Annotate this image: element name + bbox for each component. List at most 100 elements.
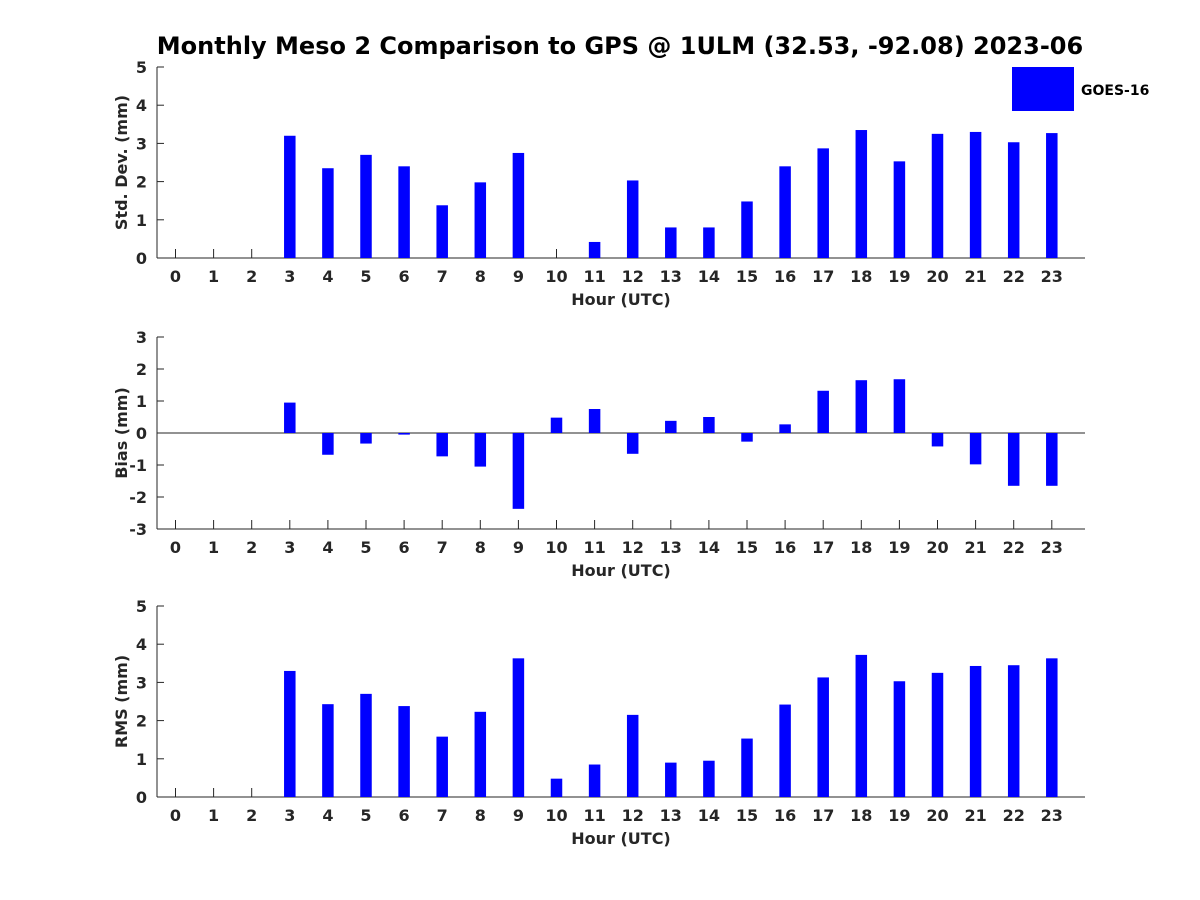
x-tick-label: 6 (399, 538, 410, 557)
y-axis-label: Bias (mm) (112, 387, 131, 479)
bar-hour-11 (588, 409, 601, 433)
bar-hour-14 (703, 417, 715, 433)
bar-hour-14 (703, 227, 715, 258)
x-tick-label: 4 (322, 267, 333, 286)
y-tick-label: 1 (136, 750, 147, 769)
bar-hour-5 (360, 154, 372, 258)
x-tick-label: 14 (698, 267, 720, 286)
bar-hour-8 (474, 711, 487, 797)
bar-hour-6 (398, 706, 410, 797)
bar-hour-16 (779, 166, 791, 258)
x-tick-label: 8 (475, 806, 486, 825)
x-tick-label: 3 (284, 267, 295, 286)
x-tick-label: 0 (170, 538, 181, 557)
x-tick-label: 1 (208, 806, 219, 825)
y-tick-label: -1 (129, 456, 147, 475)
bar-hour-20 (931, 433, 944, 447)
bar-hour-21 (969, 665, 982, 797)
bar-hour-9 (512, 433, 525, 509)
bar-hour-11 (588, 241, 601, 258)
x-tick-label: 10 (545, 267, 567, 286)
bar-hour-20 (931, 133, 944, 258)
bar-hour-23 (1046, 658, 1058, 797)
x-tick-label: 13 (660, 267, 682, 286)
x-tick-label: 19 (888, 267, 910, 286)
bar-hour-6 (398, 433, 410, 435)
x-tick-label: 2 (246, 267, 257, 286)
bar-hour-9 (512, 152, 525, 258)
bar-hour-3 (284, 135, 296, 258)
bar-hour-16 (779, 424, 791, 433)
bar-hour-19 (893, 681, 906, 797)
x-tick-label: 9 (513, 538, 524, 557)
x-tick-label: 14 (698, 806, 720, 825)
y-tick-label: 1 (136, 211, 147, 230)
bar-hour-15 (741, 738, 753, 797)
bar-hour-15 (741, 201, 753, 258)
x-tick-label: 17 (812, 267, 834, 286)
y-tick-label: 0 (136, 424, 147, 443)
x-tick-label: 20 (926, 538, 948, 557)
x-tick-label: 0 (170, 267, 181, 286)
x-tick-label: 20 (926, 267, 948, 286)
bar-hour-9 (512, 658, 525, 797)
x-tick-label: 16 (774, 538, 796, 557)
x-tick-label: 4 (322, 806, 333, 825)
x-tick-label: 21 (964, 538, 986, 557)
bar-hour-3 (284, 670, 296, 797)
x-tick-label: 19 (888, 806, 910, 825)
x-tick-label: 23 (1041, 267, 1063, 286)
y-tick-label: 2 (136, 360, 147, 379)
x-tick-label: 12 (622, 267, 644, 286)
x-axis-label: Hour (UTC) (571, 561, 671, 580)
bar-hour-11 (588, 764, 601, 797)
y-tick-label: 0 (136, 788, 147, 807)
x-tick-label: 7 (437, 267, 448, 286)
bar-hour-23 (1046, 433, 1058, 486)
bar-hour-13 (665, 420, 677, 433)
x-tick-label: 9 (513, 806, 524, 825)
bar-hour-5 (360, 693, 372, 797)
bar-hour-19 (893, 379, 906, 433)
bar-hour-7 (436, 433, 448, 457)
x-tick-label: 1 (208, 267, 219, 286)
bar-hour-23 (1046, 133, 1058, 258)
bar-hour-22 (1007, 433, 1020, 486)
x-tick-label: 19 (888, 538, 910, 557)
x-tick-label: 1 (208, 538, 219, 557)
y-tick-label: 3 (136, 673, 147, 692)
x-tick-label: 12 (622, 538, 644, 557)
bar-hour-8 (474, 182, 487, 258)
bar-hour-3 (284, 402, 296, 433)
bar-hour-21 (969, 131, 982, 258)
x-tick-label: 6 (399, 806, 410, 825)
x-tick-label: 22 (1003, 538, 1025, 557)
x-tick-label: 10 (545, 538, 567, 557)
bar-hour-15 (741, 433, 753, 442)
bar-hour-13 (665, 762, 677, 797)
x-tick-label: 5 (360, 267, 371, 286)
bar-hour-12 (626, 433, 639, 454)
bar-hour-4 (322, 433, 334, 455)
x-tick-label: 18 (850, 267, 872, 286)
x-tick-label: 15 (736, 267, 758, 286)
bar-hour-18 (855, 130, 868, 258)
x-tick-label: 13 (660, 538, 682, 557)
y-tick-label: 3 (136, 328, 147, 347)
bar-hour-8 (474, 433, 487, 467)
bar-hour-14 (703, 760, 715, 797)
x-tick-label: 2 (246, 806, 257, 825)
x-tick-label: 20 (926, 806, 948, 825)
y-tick-label: 1 (136, 392, 147, 411)
x-tick-label: 18 (850, 806, 872, 825)
bar-hour-13 (665, 227, 677, 258)
bar-hour-12 (626, 180, 639, 258)
x-tick-label: 13 (660, 806, 682, 825)
y-tick-label: 2 (136, 712, 147, 731)
x-axis-label: Hour (UTC) (571, 290, 671, 309)
x-tick-label: 23 (1041, 806, 1063, 825)
